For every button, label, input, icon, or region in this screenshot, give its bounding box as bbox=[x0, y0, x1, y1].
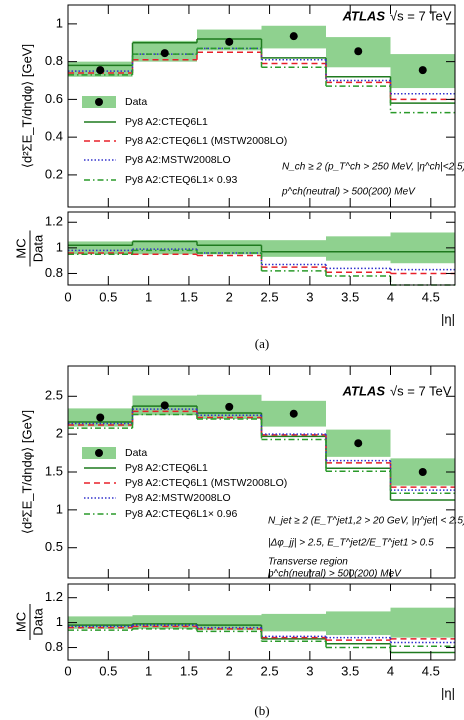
ratio-band bbox=[390, 232, 455, 264]
ratio-y-tick-label: 1.2 bbox=[45, 214, 63, 229]
x-tick-label: 2 bbox=[226, 289, 233, 304]
ratio-frame bbox=[67, 583, 456, 661]
ratio-band bbox=[261, 613, 326, 632]
x-tick-label: 4 bbox=[387, 663, 394, 678]
x-tick-label: 1.5 bbox=[180, 289, 198, 304]
y-tick-label: 1 bbox=[56, 501, 63, 516]
x-tick-label: 0.5 bbox=[99, 663, 117, 678]
y-axis-label: ⟨d²ΣE_T/dηdφ⟩ [GeV] bbox=[19, 44, 34, 168]
energy-label: √s = 7 TeV bbox=[390, 8, 452, 23]
x-tick-label: 3 bbox=[306, 663, 313, 678]
ratio-y-tick-label: 0.8 bbox=[45, 265, 63, 280]
y-axis-label: ⟨d²ΣE_T/dηdφ⟩ [GeV] bbox=[19, 410, 34, 534]
data-point bbox=[354, 439, 363, 448]
ratio-band bbox=[326, 611, 391, 636]
ratio-y-tick-label: 1 bbox=[56, 614, 63, 629]
y-tick-label: 0.8 bbox=[45, 53, 63, 68]
caption: (b) bbox=[254, 703, 269, 718]
annotation: Transverse region bbox=[268, 557, 348, 568]
caption: (a) bbox=[255, 336, 269, 351]
x-tick-label: 0 bbox=[64, 663, 71, 678]
legend-swatch bbox=[95, 98, 103, 106]
data-point bbox=[160, 401, 169, 410]
y-tick-label: 0.4 bbox=[45, 129, 63, 144]
x-tick-label: 1 bbox=[145, 663, 152, 678]
y-tick-label: 1.5 bbox=[45, 463, 63, 478]
legend-label: Py8 A2:CTEQ6L1 (MSTW2008LO) bbox=[125, 135, 287, 147]
ratio-band bbox=[197, 615, 262, 631]
x-tick-label: 0 bbox=[64, 289, 71, 304]
ratio-label-top: MC bbox=[13, 612, 28, 632]
y-tick-label: 2 bbox=[56, 426, 63, 441]
annotation: p^ch(neutral) > 500(200) MeV bbox=[267, 569, 402, 580]
atlas-label: ATLAS bbox=[342, 383, 386, 398]
legend-label: Py8 A2:CTEQ6L1× 0.96 bbox=[125, 508, 238, 520]
legend-label: Py8 A2:CTEQ6L1 bbox=[125, 462, 208, 474]
annotation: |Δφ_jj| > 2.5, E_T^jet2/E_T^jet1 > 0.5 bbox=[268, 538, 434, 549]
x-tick-label: 2.5 bbox=[261, 289, 279, 304]
ratio-label-top: MC bbox=[13, 238, 28, 258]
ratio-frame bbox=[67, 211, 456, 286]
ratio-label-bottom: Data bbox=[30, 234, 45, 262]
legend-label: Data bbox=[125, 96, 147, 108]
data-point bbox=[225, 37, 234, 46]
y-tick-label: 2.5 bbox=[45, 388, 63, 403]
data-point bbox=[418, 66, 427, 75]
x-tick-label: 0.5 bbox=[99, 289, 117, 304]
x-tick-label: 2.5 bbox=[261, 663, 279, 678]
data-point bbox=[418, 468, 427, 476]
x-axis-label: |η| bbox=[441, 685, 455, 700]
x-axis-label: |η| bbox=[441, 311, 455, 326]
data-point bbox=[160, 49, 169, 58]
data-point bbox=[354, 47, 363, 56]
ratio-y-tick-label: 1.2 bbox=[45, 589, 63, 604]
ratio-y-tick-label: 0.8 bbox=[45, 639, 63, 654]
plot-frame bbox=[67, 4, 456, 208]
legend-label: Py8 A2:MSTW2008LO bbox=[125, 154, 231, 166]
x-tick-label: 4 bbox=[387, 289, 394, 304]
x-tick-label: 4.5 bbox=[422, 289, 440, 304]
data-point bbox=[289, 32, 298, 41]
data-point bbox=[289, 409, 298, 418]
data-point bbox=[96, 66, 105, 75]
ratio-label-bottom: Data bbox=[30, 608, 45, 636]
legend-swatch bbox=[95, 449, 103, 457]
ratio-band bbox=[197, 240, 262, 255]
x-tick-label: 1 bbox=[145, 289, 152, 304]
ratio-band bbox=[390, 607, 455, 638]
x-tick-label: 2 bbox=[226, 663, 233, 678]
energy-label: √s = 7 TeV bbox=[390, 383, 452, 398]
annotation: p^ch(neutral) > 500(200) MeV bbox=[281, 187, 416, 198]
annotation: N_ch ≥ 2 (p_T^ch > 250 MeV, |η^ch|<2.5) bbox=[282, 162, 464, 173]
y-tick-label: 0.2 bbox=[45, 166, 63, 181]
legend-label: Py8 A2:CTEQ6L1× 0.93 bbox=[125, 174, 238, 186]
legend-label: Py8 A2:MSTW2008LO bbox=[125, 492, 231, 504]
legend-label: Py8 A2:CTEQ6L1 bbox=[125, 116, 208, 128]
y-tick-label: 1 bbox=[56, 15, 63, 30]
ratio-y-tick-label: 1 bbox=[56, 239, 63, 254]
x-tick-label: 1.5 bbox=[180, 663, 198, 678]
x-tick-label: 3 bbox=[306, 289, 313, 304]
x-tick-label: 4.5 bbox=[422, 663, 440, 678]
data-point bbox=[225, 402, 234, 411]
ratio-band bbox=[132, 240, 197, 255]
ratio-band bbox=[261, 240, 326, 257]
x-tick-label: 3.5 bbox=[341, 289, 359, 304]
y-tick-label: 0.5 bbox=[45, 539, 63, 554]
legend-label: Py8 A2:CTEQ6L1 (MSTW2008LO) bbox=[125, 477, 287, 489]
data-point bbox=[96, 413, 105, 422]
atlas-label: ATLAS bbox=[342, 8, 386, 23]
y-tick-label: 0.6 bbox=[45, 91, 63, 106]
annotation: N_jet ≥ 2 (E_T^jet1,2 > 20 GeV, |η^jet| … bbox=[268, 516, 464, 527]
x-tick-label: 3.5 bbox=[341, 663, 359, 678]
legend-label: Data bbox=[125, 447, 147, 459]
ratio-band bbox=[132, 615, 197, 629]
ratio-band bbox=[326, 236, 391, 261]
